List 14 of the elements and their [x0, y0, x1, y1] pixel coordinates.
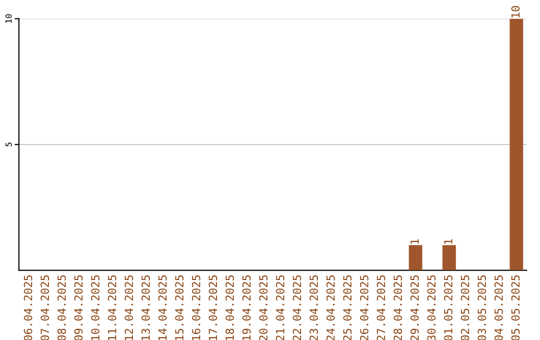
x-tick-label: 15.04.2025: [175, 275, 184, 340]
x-tick-label: 13.04.2025: [141, 275, 150, 340]
x-tick-label: 17.04.2025: [208, 275, 218, 340]
x-tick-label: 10.04.2025: [91, 275, 100, 340]
x-tick-label: 11.04.2025: [108, 275, 116, 340]
x-tick-label: 19.04.2025: [242, 275, 251, 340]
x-tick-label: 18.04.2025: [226, 275, 234, 340]
x-tick-label: 12.04.2025: [124, 275, 134, 340]
x-tick-label: 14.04.2025: [158, 275, 167, 340]
data-label: 1: [444, 239, 452, 244]
data-label: 1: [410, 239, 419, 244]
x-tick-label: 16.04.2025: [192, 275, 200, 340]
y-tick-label: 5: [6, 142, 12, 146]
data-label: 10: [511, 6, 520, 18]
